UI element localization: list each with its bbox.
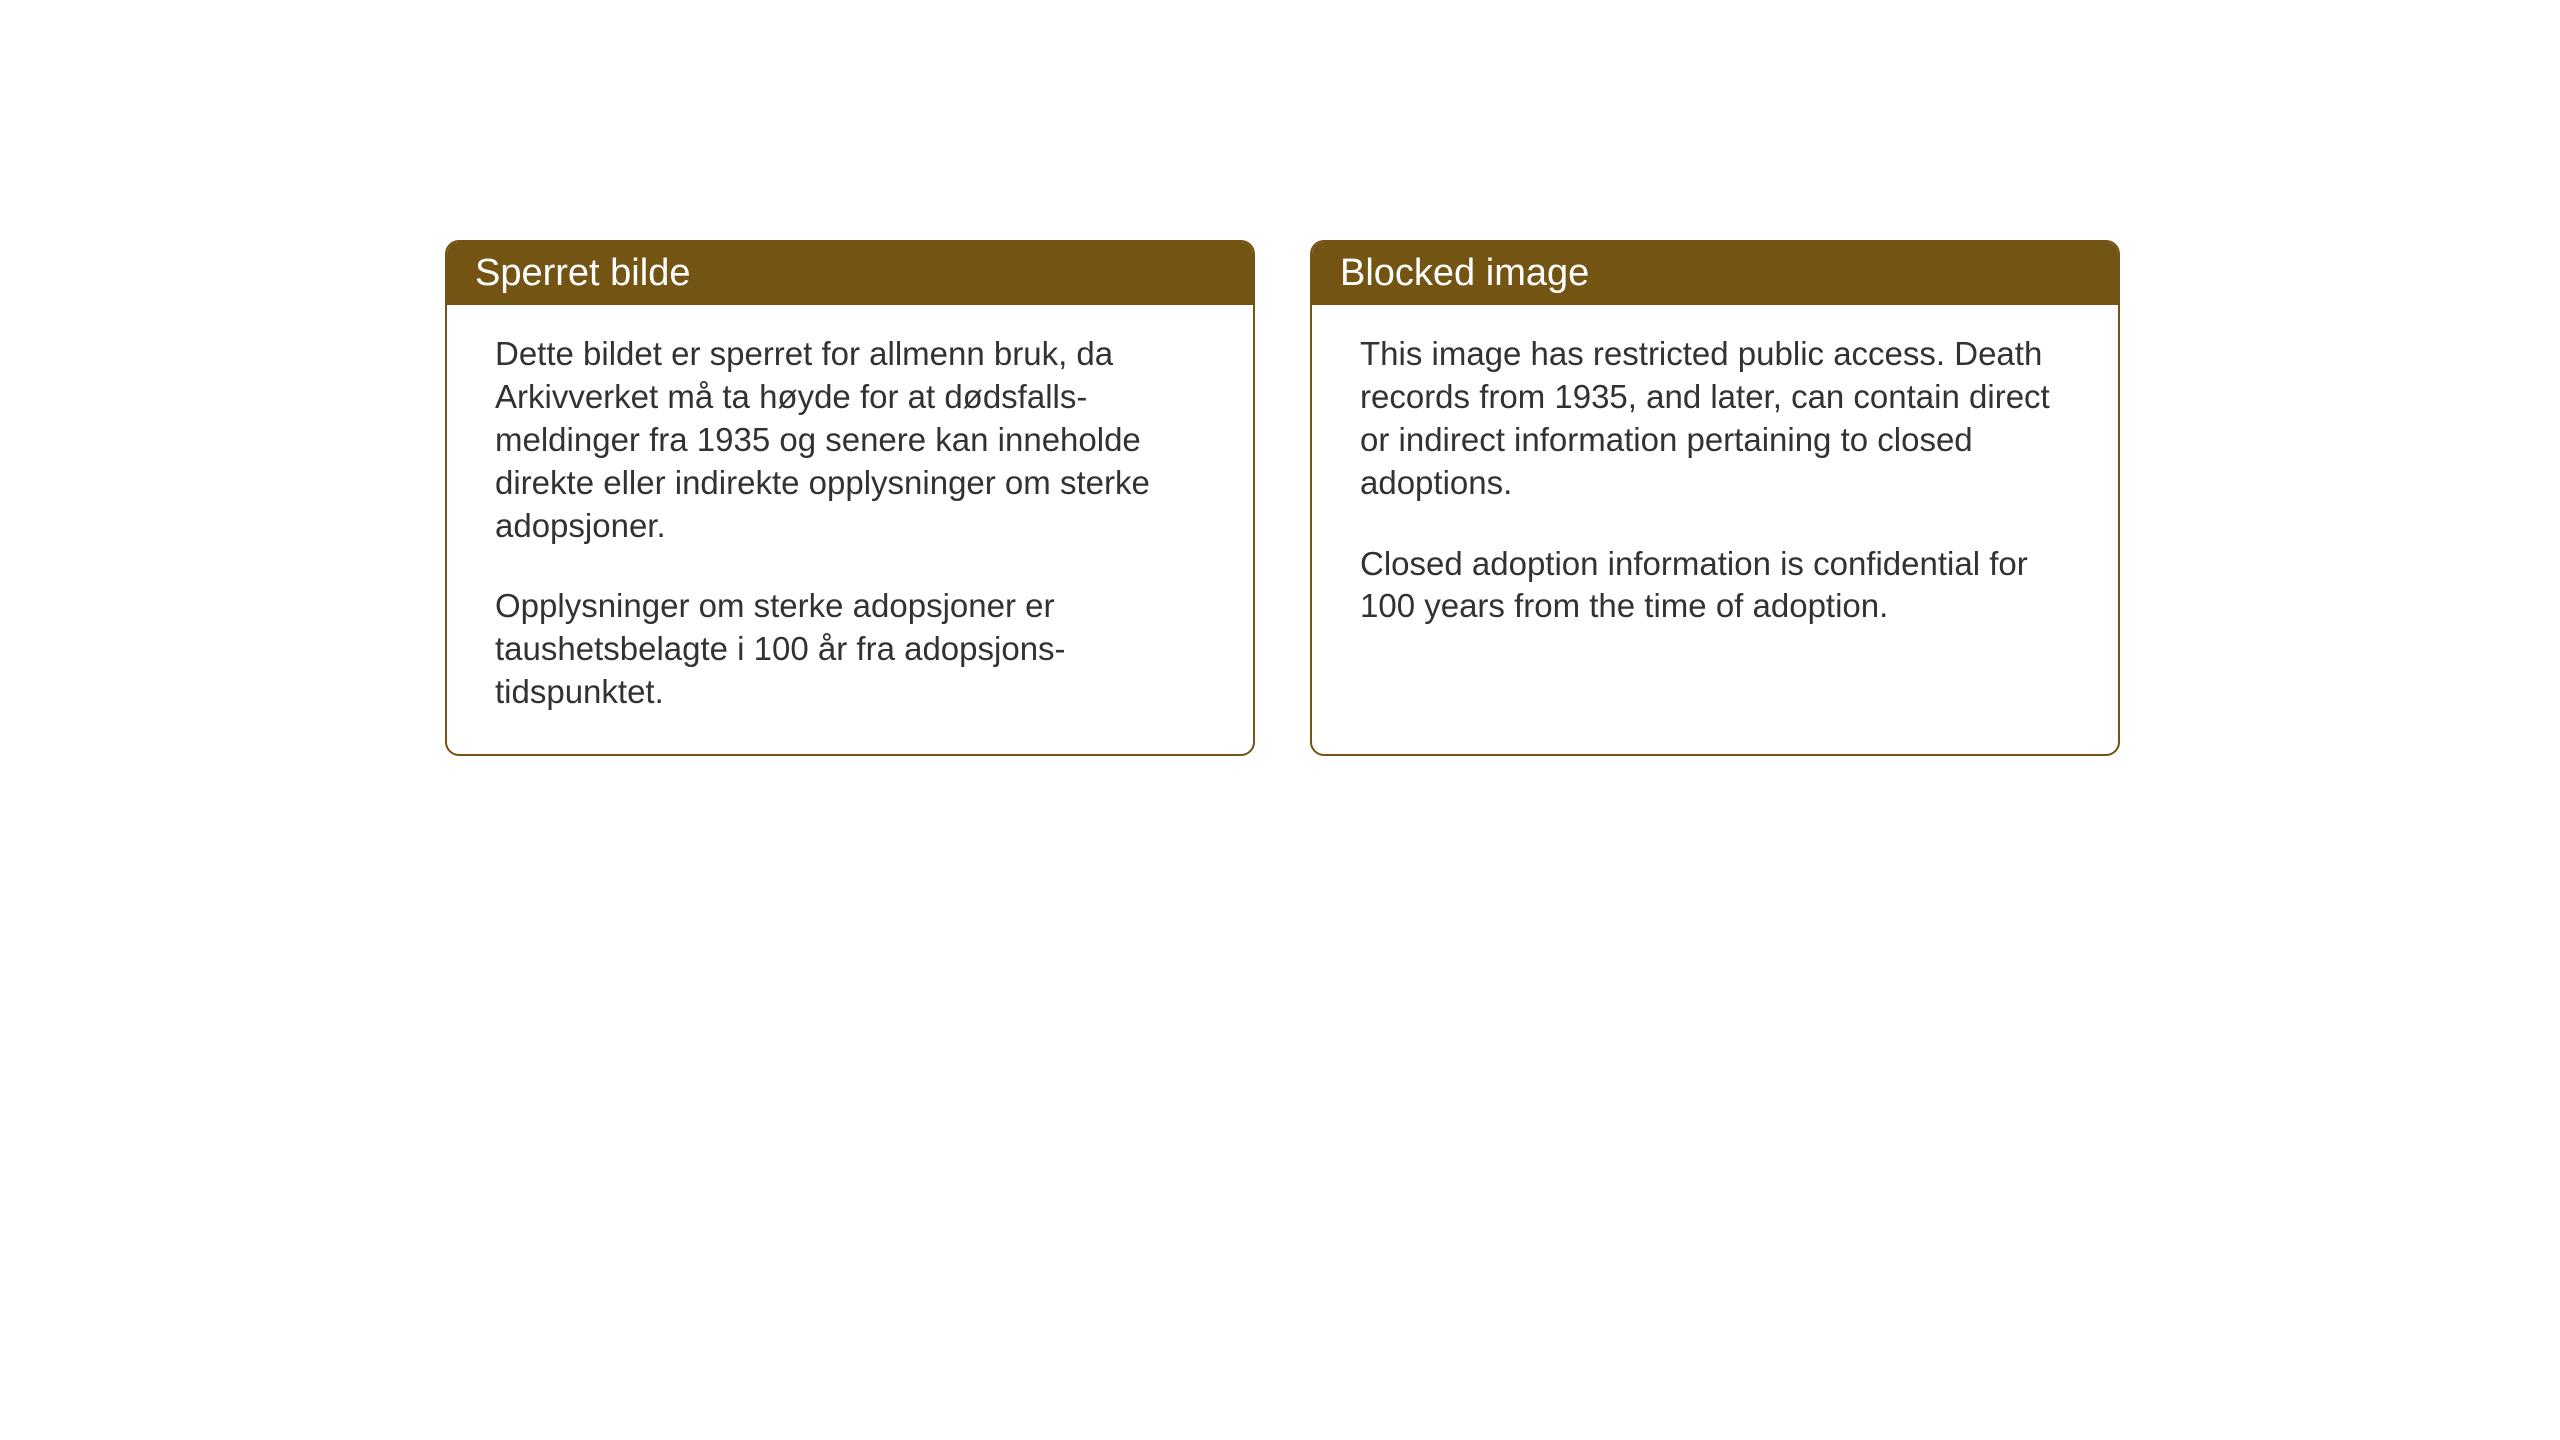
norwegian-card-title: Sperret bilde <box>447 242 1253 305</box>
english-paragraph-1: This image has restricted public access.… <box>1360 333 2070 505</box>
norwegian-paragraph-1: Dette bildet er sperret for allmenn bruk… <box>495 333 1205 547</box>
english-card-body: This image has restricted public access.… <box>1312 305 2118 746</box>
english-card-title: Blocked image <box>1312 242 2118 305</box>
notice-cards-container: Sperret bilde Dette bildet er sperret fo… <box>445 240 2120 756</box>
norwegian-paragraph-2: Opplysninger om sterke adopsjoner er tau… <box>495 585 1205 714</box>
norwegian-notice-card: Sperret bilde Dette bildet er sperret fo… <box>445 240 1255 756</box>
norwegian-card-body: Dette bildet er sperret for allmenn bruk… <box>447 305 1253 754</box>
english-paragraph-2: Closed adoption information is confident… <box>1360 543 2070 629</box>
english-notice-card: Blocked image This image has restricted … <box>1310 240 2120 756</box>
